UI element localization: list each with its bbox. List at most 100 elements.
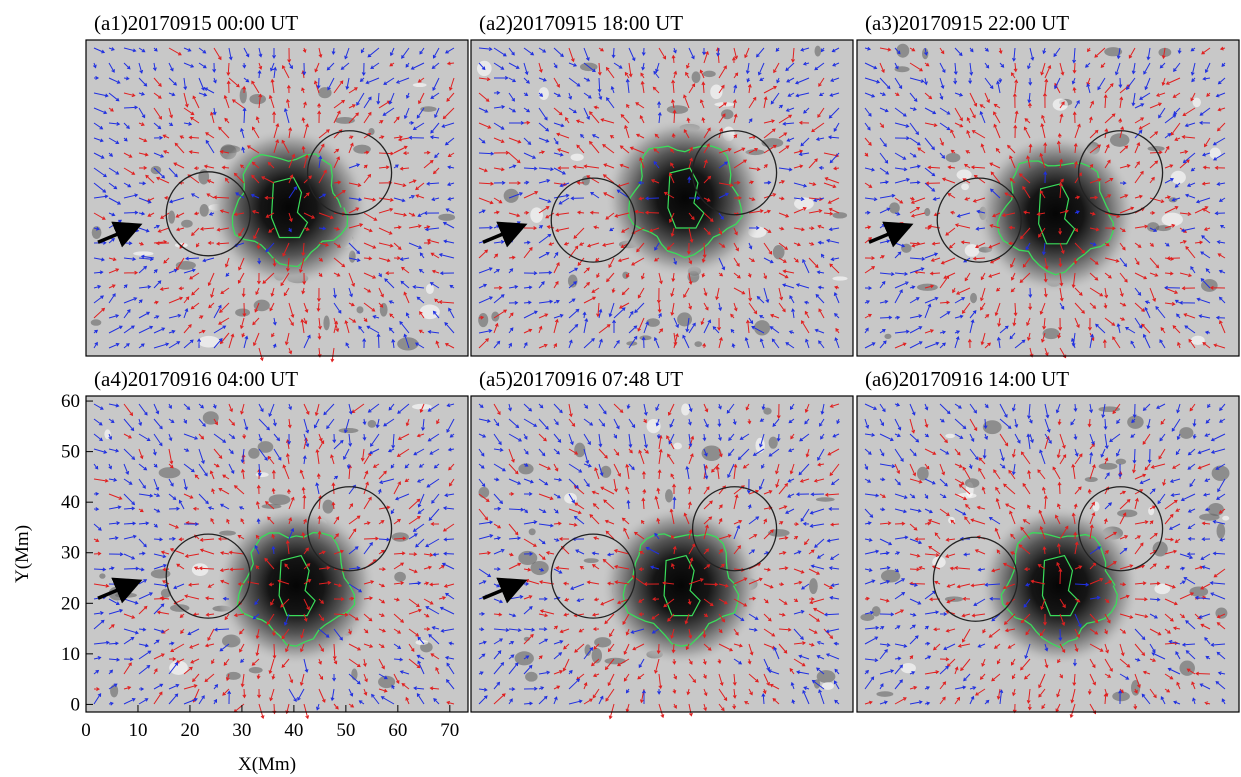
plage [591, 647, 603, 664]
plage [945, 433, 955, 439]
plage [1179, 660, 1195, 676]
y-tick-label: 50 [61, 442, 80, 463]
plage [1155, 225, 1172, 232]
plage [257, 441, 274, 453]
region-circle [165, 533, 251, 619]
plage [673, 442, 682, 450]
plage [202, 411, 219, 425]
plage [1152, 541, 1168, 557]
plage [1115, 458, 1127, 465]
plage [248, 447, 260, 459]
plage [1127, 415, 1144, 429]
plage [528, 528, 536, 536]
plage [1147, 146, 1165, 152]
plage [666, 105, 689, 114]
y-axis-label: Y(Mm) [12, 525, 33, 583]
plage [322, 499, 334, 514]
plage [181, 219, 193, 228]
vectors-blue [478, 403, 840, 706]
plage [821, 682, 834, 690]
plage [235, 308, 251, 317]
panel [85, 39, 469, 363]
panel [470, 39, 854, 357]
plage [518, 463, 534, 475]
vectors-red [478, 403, 840, 720]
plage [412, 83, 427, 88]
plage [525, 671, 538, 682]
region-circle [306, 486, 393, 572]
plage [420, 106, 437, 112]
vectors-blue [478, 47, 840, 349]
plage [809, 578, 818, 595]
plage [574, 442, 586, 458]
y-tick-label: 60 [61, 391, 80, 412]
plage [763, 407, 772, 415]
plage [1199, 513, 1220, 521]
plage [876, 691, 894, 697]
plage [956, 169, 972, 181]
plage [1146, 222, 1160, 232]
vectors-red [93, 47, 455, 363]
plage [199, 204, 209, 217]
plage [924, 208, 931, 217]
plage [1158, 47, 1172, 57]
x-tick-label: 60 [388, 720, 407, 741]
region-circle [936, 177, 1022, 263]
plage [896, 43, 910, 58]
contour [1000, 532, 1119, 649]
umbra-contour [270, 176, 309, 239]
plage [90, 319, 102, 326]
plage [538, 87, 549, 100]
plage [916, 466, 929, 481]
plage [665, 489, 673, 503]
y-tick-label: 0 [71, 694, 81, 715]
x-axis-label: X(Mm) [238, 754, 296, 775]
plage [248, 667, 263, 674]
plage [691, 71, 701, 84]
plage [1109, 133, 1130, 147]
plage [970, 292, 977, 304]
pointer-arrow [97, 221, 143, 248]
plage [889, 202, 900, 214]
plage [91, 226, 102, 240]
panel [856, 395, 1240, 719]
vectors-red [478, 47, 840, 349]
plage [378, 675, 396, 689]
plage [814, 45, 822, 57]
plage [226, 671, 241, 680]
panel-border [856, 395, 1240, 713]
plage [239, 87, 247, 104]
plage [1112, 691, 1130, 702]
plage [394, 571, 406, 582]
umbra-contour [1038, 183, 1076, 245]
region-circle [165, 171, 251, 257]
plage [415, 639, 429, 646]
plage [567, 274, 578, 288]
plage [720, 109, 734, 120]
plage [702, 70, 716, 78]
plage [219, 530, 236, 536]
pointer-arrow [97, 577, 143, 604]
plage [694, 341, 703, 347]
plage [191, 563, 209, 576]
x-tick-label: 30 [232, 720, 251, 741]
x-tick-label: 0 [81, 720, 91, 741]
plage [754, 320, 771, 336]
plage [1222, 515, 1230, 521]
panel-border [85, 395, 469, 713]
plage [964, 478, 980, 488]
x-tick-label: 40 [284, 720, 303, 741]
plage [150, 569, 171, 579]
vectors-blue [864, 402, 1226, 706]
plage [772, 245, 785, 260]
plage [794, 197, 814, 210]
plage [570, 153, 584, 161]
x-tick-label: 70 [440, 720, 459, 741]
plage [478, 312, 489, 328]
plage [158, 467, 181, 479]
y-tick-label: 10 [61, 644, 80, 665]
plage [438, 213, 456, 221]
plage [1104, 47, 1123, 57]
contour [236, 531, 356, 647]
plage [169, 660, 188, 675]
